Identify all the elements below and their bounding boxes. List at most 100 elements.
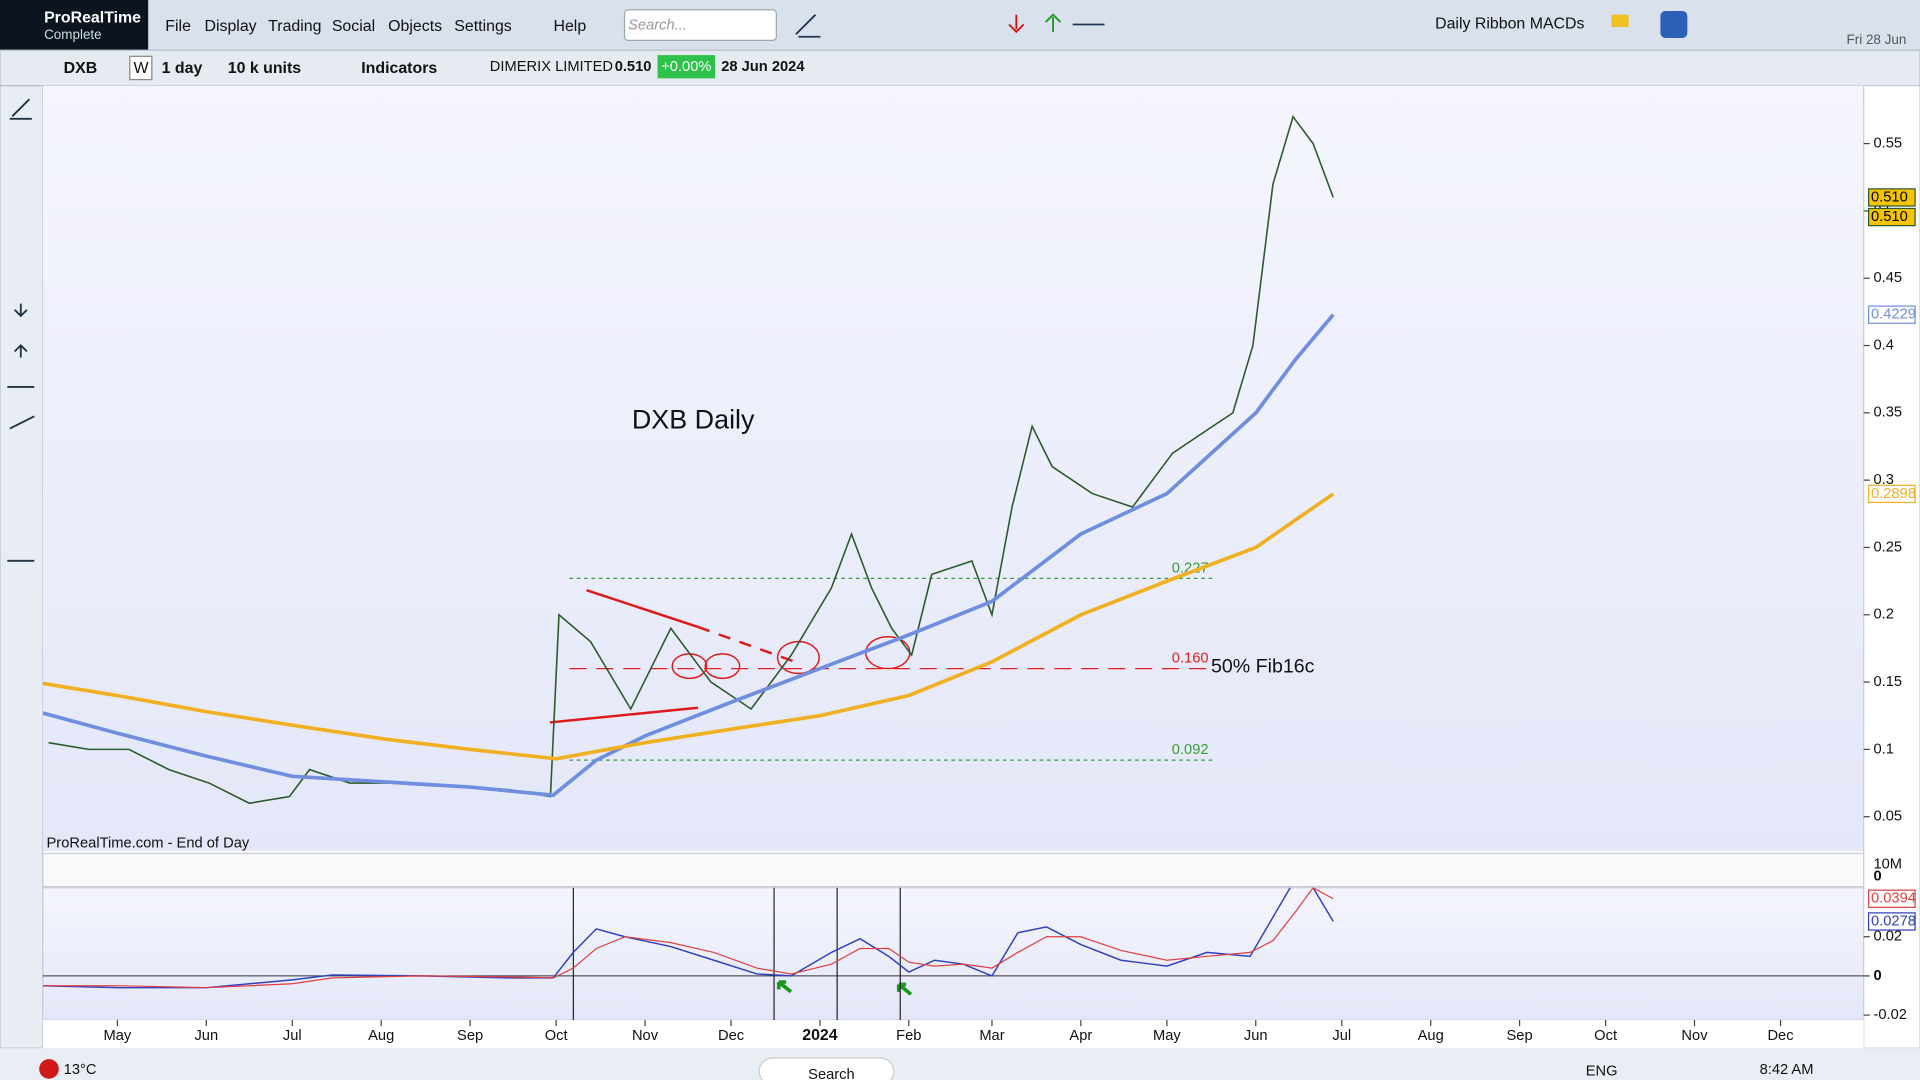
trendline xyxy=(586,589,699,629)
taskbar-search-label: Search xyxy=(808,1067,855,1080)
y-tick-label: 0.3 xyxy=(1873,472,1893,488)
series-line xyxy=(42,313,1335,798)
clock: 8:42 AM xyxy=(1760,1062,1814,1078)
x-tick-label: Jul xyxy=(283,1028,302,1044)
x-tick-label: Feb xyxy=(896,1028,921,1044)
fib-label: 0.092 xyxy=(1172,742,1209,758)
series-line xyxy=(42,492,1335,761)
x-tick-label: May xyxy=(104,1028,132,1044)
last-value-box xyxy=(1867,912,1916,931)
last-value-label: 0.0278 xyxy=(1871,913,1916,929)
y-tick-label: 0.1 xyxy=(1873,741,1893,757)
date: Fri 28 Jun xyxy=(1847,32,1907,47)
x-tick-label: Aug xyxy=(1418,1028,1444,1044)
y-tick-label: 0.02 xyxy=(1873,929,1902,945)
y-tick-label: 0.05 xyxy=(1873,809,1902,825)
last-value-label: 0.4229 xyxy=(1871,307,1916,323)
x-tick-label: Jun xyxy=(194,1028,218,1044)
price-pane xyxy=(42,85,1864,852)
symbol[interactable]: DXB xyxy=(64,60,98,77)
last-value-label: 0.510 xyxy=(1871,189,1908,205)
drawing-tools[interactable] xyxy=(7,98,35,562)
menu-item[interactable]: Display xyxy=(204,18,256,35)
x-tick-label: Nov xyxy=(1681,1028,1708,1044)
menu-item[interactable]: File xyxy=(165,18,191,35)
app-edition: Complete xyxy=(44,27,102,42)
notification-badge xyxy=(39,1059,59,1079)
plot-area xyxy=(42,887,1334,989)
language: ENG xyxy=(1586,1063,1618,1079)
x-tick-label: Aug xyxy=(368,1028,394,1044)
y-tick-label: 0.2 xyxy=(1873,607,1893,623)
volume-axis-label: 10M xyxy=(1873,856,1902,872)
change-badge xyxy=(657,55,716,79)
source: ProRealTime.com - End of Day xyxy=(47,836,250,852)
x-tick-label: Sep xyxy=(457,1028,483,1044)
search-box[interactable] xyxy=(623,9,777,42)
trendline-dashed xyxy=(697,625,794,663)
taskbar xyxy=(0,1048,1920,1080)
x-tick-label: Jun xyxy=(1244,1028,1268,1044)
trend-drawings xyxy=(549,589,911,724)
volume-axis-label: 0 xyxy=(1873,869,1881,885)
sound-icon[interactable] xyxy=(1660,11,1688,38)
screen-name[interactable]: Daily Ribbon MACDs xyxy=(1435,16,1584,33)
y-tick-label: 0 xyxy=(1873,968,1881,984)
macd-pane xyxy=(42,887,1865,1021)
last-value-box xyxy=(1867,207,1916,227)
menu-item[interactable]: Social xyxy=(332,18,375,35)
chart-title: DXB Daily xyxy=(632,404,755,434)
x-tick-label: Oct xyxy=(1594,1028,1617,1044)
menu-item[interactable]: Objects xyxy=(388,18,442,35)
last-value-label: 0.510 xyxy=(1871,209,1908,225)
units[interactable]: 10 k units xyxy=(228,60,302,77)
y-tick-label: 0.45 xyxy=(1873,270,1902,286)
pencil-icon[interactable] xyxy=(795,14,821,38)
volume-pane xyxy=(42,852,1865,888)
y-tick-label: 0.25 xyxy=(1873,539,1902,555)
y-tick-label: -0.02 xyxy=(1873,1007,1906,1023)
y-tick-label: 0.15 xyxy=(1873,674,1902,690)
change: +0.00% xyxy=(661,59,711,75)
menu-item[interactable]: Trading xyxy=(268,18,321,35)
temperature: 13°C xyxy=(64,1062,97,1078)
y-tick-label: 0.35 xyxy=(1873,405,1902,421)
up-arrow-icon[interactable] xyxy=(1045,13,1062,32)
menu-bar xyxy=(0,0,1920,51)
y-tick-label: 0.4 xyxy=(1873,337,1893,353)
x-tick-label: Mar xyxy=(979,1028,1004,1044)
last-value-label: 0.2898 xyxy=(1871,486,1916,502)
last-value-box xyxy=(1867,188,1916,207)
price: 0.510 xyxy=(615,59,652,75)
search-placeholder: Search... xyxy=(628,18,687,34)
last-value-box xyxy=(1867,484,1916,504)
x-tick-label: Jul xyxy=(1332,1028,1351,1044)
indicators[interactable]: Indicators xyxy=(361,60,437,77)
instrument-name: DIMERIX LIMITED xyxy=(490,59,613,75)
period[interactable]: 1 day xyxy=(162,60,203,77)
x-tick-label: Sep xyxy=(1507,1028,1533,1044)
x-tick-label: Nov xyxy=(632,1028,659,1044)
toolbar-icons xyxy=(795,11,1688,38)
x-tick-label: 2024 xyxy=(802,1027,838,1044)
w-button[interactable] xyxy=(129,55,153,81)
x-axis xyxy=(42,1020,1864,1049)
trendline xyxy=(549,706,699,724)
menu-item[interactable]: Help xyxy=(553,18,586,35)
annotation: 50% Fib16c xyxy=(1211,656,1315,678)
fib-label: 0.227 xyxy=(1172,560,1209,576)
x-tick-label: Oct xyxy=(545,1028,568,1044)
taskbar-search[interactable] xyxy=(758,1057,895,1080)
right-axis xyxy=(1863,85,1920,1049)
date: 28 Jun 2024 xyxy=(721,59,805,75)
down-arrow-icon[interactable] xyxy=(1008,14,1025,34)
series-line xyxy=(42,887,1334,989)
fib-label: 0.160 xyxy=(1172,651,1209,667)
menu-item[interactable]: Settings xyxy=(454,18,512,35)
x-tick-label: May xyxy=(1153,1028,1181,1044)
w-label: W xyxy=(133,60,148,77)
y-tick-label: 0.55 xyxy=(1873,135,1902,151)
last-value-box xyxy=(1867,305,1916,324)
flag-icon[interactable] xyxy=(1611,14,1629,27)
